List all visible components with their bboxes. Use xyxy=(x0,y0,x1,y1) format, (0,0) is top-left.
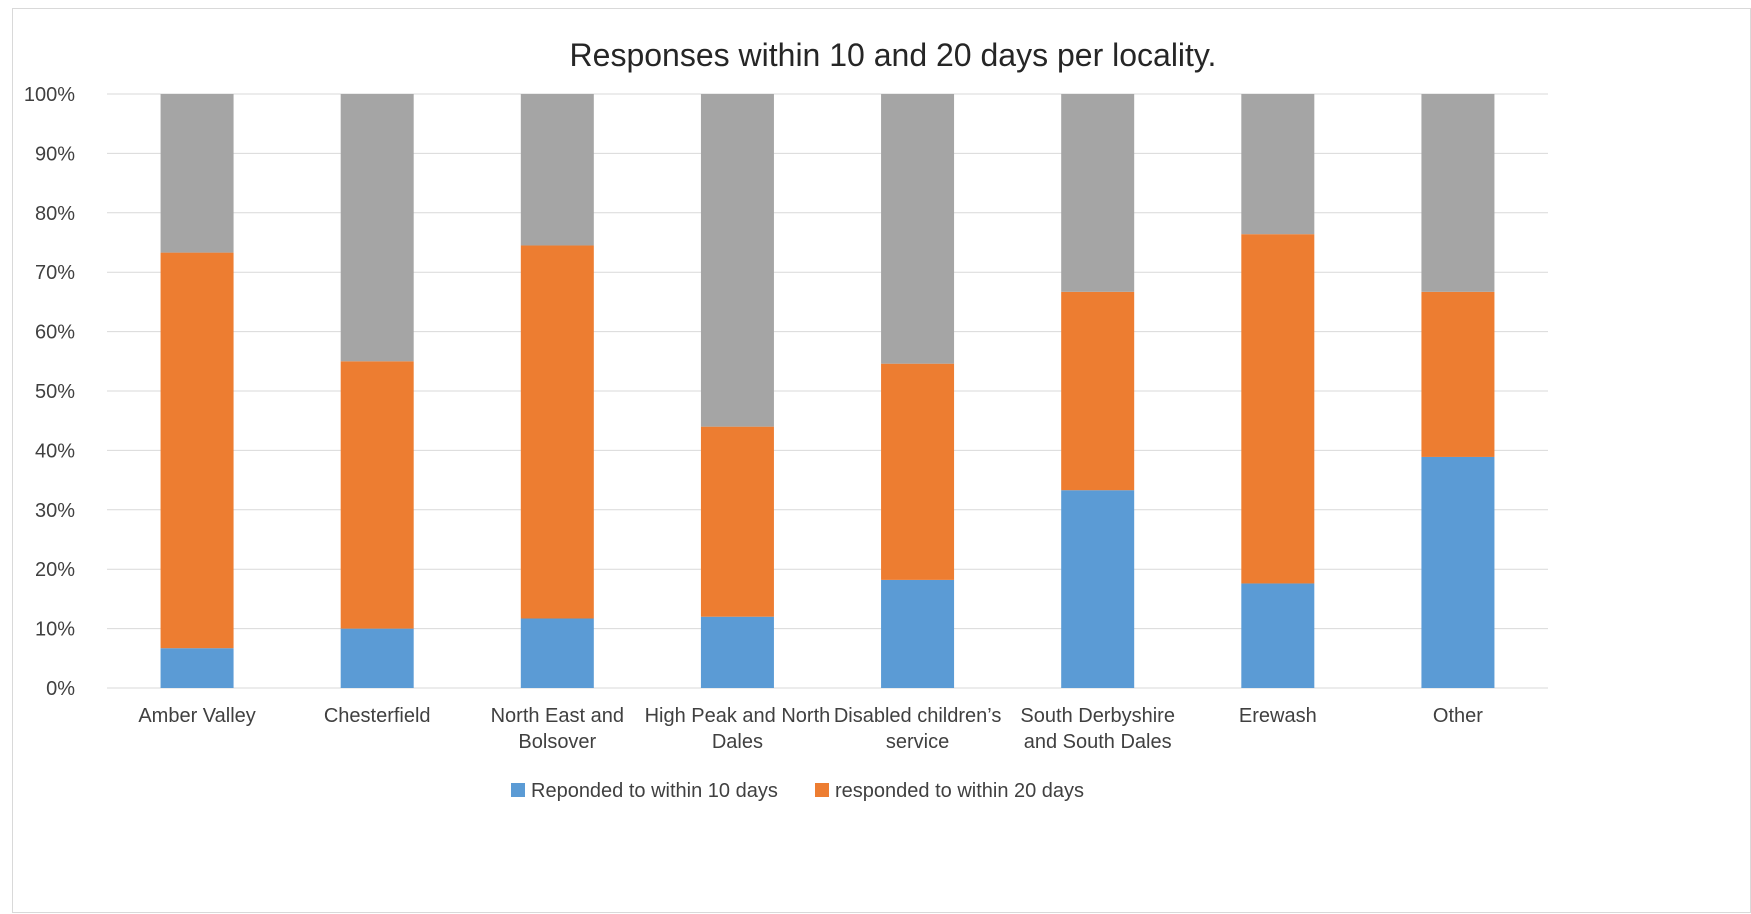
legend-label: Reponded to within 10 days xyxy=(531,780,778,802)
bar-segment xyxy=(520,94,594,246)
x-tick-label: Chesterfield xyxy=(324,705,431,727)
y-tick-label: 50% xyxy=(35,381,75,403)
x-tick-label: Other xyxy=(1433,705,1483,727)
bar-segment xyxy=(1241,94,1315,235)
x-tick-label: and South Dales xyxy=(1024,731,1172,753)
x-tick-label: Dales xyxy=(712,731,763,753)
bar-segment xyxy=(700,94,774,427)
bar-segment xyxy=(700,426,774,617)
legend-swatch xyxy=(511,783,525,797)
bar-segment xyxy=(160,252,234,649)
x-tick-label: service xyxy=(886,731,949,753)
bar-segment xyxy=(881,363,955,580)
x-tick-label: High Peak and North xyxy=(645,705,831,727)
y-tick-label: 20% xyxy=(35,559,75,581)
bar-segment xyxy=(340,361,414,629)
y-axis-ticks: 0% 10% 20% 30% 40% 50% 60% 70% 80% 90% 100% xyxy=(24,84,75,700)
legend-label: responded to within 20 days xyxy=(835,780,1084,802)
bar-segment xyxy=(1061,490,1135,688)
bar-segment xyxy=(1421,291,1495,457)
y-tick-label: 80% xyxy=(35,203,75,225)
x-tick-label: Amber Valley xyxy=(138,705,255,727)
y-tick-label: 0% xyxy=(46,678,75,700)
bar-segment xyxy=(340,628,414,688)
bar-segment xyxy=(1061,94,1135,292)
chart-title: Responses within 10 and 20 days per loca… xyxy=(570,37,1217,73)
bar-segment xyxy=(1421,456,1495,688)
bars xyxy=(160,94,1495,688)
x-tick-label: North East and xyxy=(491,705,624,727)
legend-swatch xyxy=(815,783,829,797)
y-tick-label: 90% xyxy=(35,143,75,165)
bar-segment xyxy=(340,94,414,362)
x-tick-label: Erewash xyxy=(1239,705,1317,727)
x-tick-label: Disabled children’s xyxy=(834,705,1002,727)
bar-segment xyxy=(1241,583,1315,688)
y-tick-label: 30% xyxy=(35,500,75,522)
x-tick-label: Bolsover xyxy=(518,731,596,753)
y-tick-label: 70% xyxy=(35,262,75,284)
bar-segment xyxy=(1061,291,1135,491)
bar-segment xyxy=(1241,234,1315,584)
bar-segment xyxy=(520,618,594,688)
y-tick-label: 100% xyxy=(24,84,75,106)
y-tick-label: 60% xyxy=(35,322,75,344)
bar-segment xyxy=(520,245,594,619)
bar-segment xyxy=(1421,94,1495,292)
bar-segment xyxy=(160,648,234,688)
x-tick-label: South Derbyshire xyxy=(1020,705,1175,727)
bar-segment xyxy=(881,579,955,688)
chart-frame: Responses within 10 and 20 days per loca… xyxy=(12,8,1751,913)
bar-segment xyxy=(881,94,955,364)
x-axis-labels: Amber Valley Chesterfield North East and Bo… xyxy=(138,705,1483,753)
legend: Reponded to within 10 days responded to w… xyxy=(511,780,1084,802)
bar-segment xyxy=(160,94,234,253)
y-tick-label: 10% xyxy=(35,619,75,641)
grid-layer xyxy=(107,93,1548,689)
bar-segment xyxy=(700,616,774,688)
y-tick-label: 40% xyxy=(35,440,75,462)
chart-svg: Responses within 10 and 20 days per loca… xyxy=(24,37,1548,802)
